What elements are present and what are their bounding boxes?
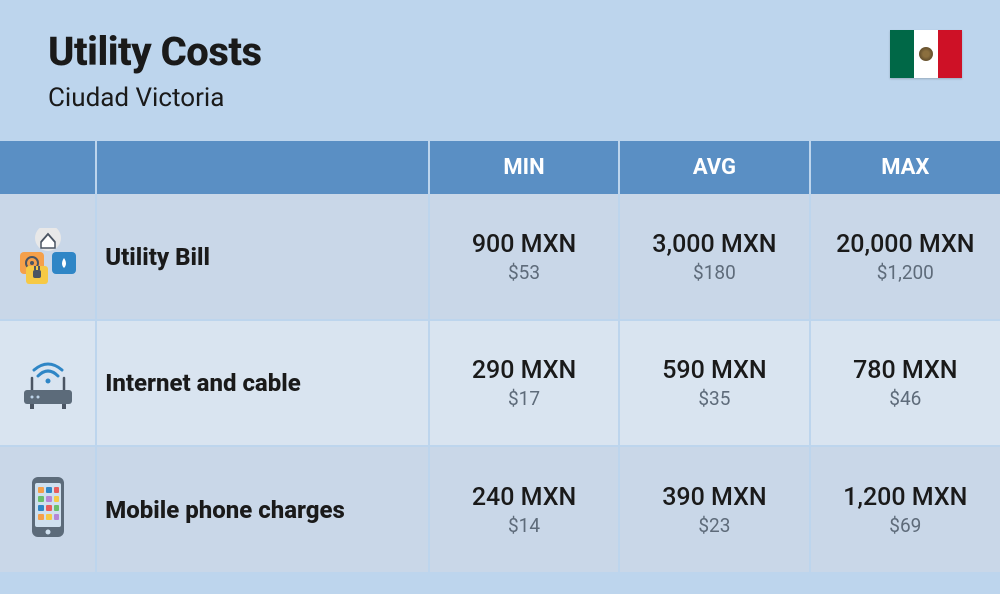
row-label: Mobile phone charges (96, 446, 429, 572)
mexico-flag-icon (890, 30, 962, 78)
page-subtitle: Ciudad Victoria (48, 83, 952, 113)
col-icon (0, 141, 96, 194)
table-row: Mobile phone charges 240 MXN $14 390 MXN… (0, 446, 1000, 572)
value-mxn: 290 MXN (430, 356, 618, 385)
value-mxn: 20,000 MXN (811, 230, 1000, 259)
costs-table: MIN AVG MAX (0, 141, 1000, 572)
value-usd: $53 (430, 261, 618, 284)
value-mxn: 900 MXN (430, 230, 618, 259)
col-label (96, 141, 429, 194)
value-usd: $23 (620, 514, 808, 537)
page-title: Utility Costs (48, 28, 952, 75)
value-usd: $35 (620, 387, 808, 410)
phone-icon (13, 473, 83, 543)
utility-bill-icon (13, 222, 83, 292)
value-mxn: 590 MXN (620, 356, 808, 385)
value-usd: $69 (811, 514, 1000, 537)
row-label: Utility Bill (96, 194, 429, 320)
col-avg: AVG (619, 141, 809, 194)
value-usd: $14 (430, 514, 618, 537)
table-row: Internet and cable 290 MXN $17 590 MXN $… (0, 320, 1000, 446)
col-min: MIN (429, 141, 619, 194)
value-mxn: 1,200 MXN (811, 483, 1000, 512)
row-label: Internet and cable (96, 320, 429, 446)
router-icon (13, 348, 83, 418)
value-usd: $1,200 (811, 261, 1000, 284)
value-mxn: 240 MXN (430, 483, 618, 512)
value-usd: $46 (811, 387, 1000, 410)
value-usd: $180 (620, 261, 808, 284)
value-mxn: 390 MXN (620, 483, 808, 512)
value-usd: $17 (430, 387, 618, 410)
value-mxn: 3,000 MXN (620, 230, 808, 259)
col-max: MAX (810, 141, 1000, 194)
table-row: Utility Bill 900 MXN $53 3,000 MXN $180 … (0, 194, 1000, 320)
value-mxn: 780 MXN (811, 356, 1000, 385)
header: Utility Costs Ciudad Victoria (0, 0, 1000, 141)
